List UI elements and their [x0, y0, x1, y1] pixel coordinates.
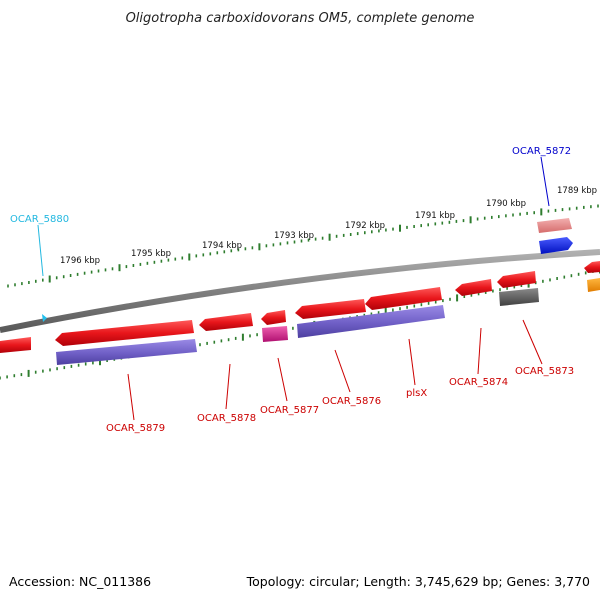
leader-ocar-5877: [277, 357, 288, 402]
genes-forward: [42, 218, 600, 322]
gene-ocar-5874[interactable]: [455, 279, 492, 296]
leader-ocar-5879: [127, 373, 135, 421]
genome-backbone: [0, 249, 600, 333]
genes-reverse: [0, 271, 539, 365]
gene-ocar-5877-cds[interactable]: [261, 310, 286, 325]
leader-ocar-5874: [477, 327, 482, 375]
gene-ocar-5879-cds[interactable]: [55, 320, 194, 346]
gene-orange[interactable]: [587, 278, 600, 292]
tick-label: 1790 kbp: [486, 199, 526, 209]
leader-ocar-5878: [225, 363, 231, 410]
gene-ocar-5876-cds[interactable]: [295, 299, 366, 319]
genome-summary-text: Topology: circular; Length: 3,745,629 bp…: [246, 574, 590, 589]
tick-label: 1792 kbp: [345, 221, 385, 231]
label-ocar-5880[interactable]: OCAR_5880: [10, 214, 69, 225]
gene-ocar-5878[interactable]: [199, 313, 253, 331]
leader-ocar-5873: [522, 319, 543, 365]
leader-ocar-5880: [37, 224, 44, 277]
gene-right-edge[interactable]: [584, 261, 600, 273]
tick-label: 1791 kbp: [415, 211, 455, 221]
gene-ocar-5872-blue[interactable]: [539, 237, 573, 254]
label-ocar-5873[interactable]: OCAR_5873: [515, 366, 574, 377]
gene-ocar-5872-pink[interactable]: [537, 218, 572, 233]
gene-ocar-5876[interactable]: [297, 305, 445, 338]
gene-left-edge[interactable]: [0, 337, 31, 353]
label-leaders: [37, 156, 550, 421]
tick-label: 1793 kbp: [274, 231, 314, 241]
gene-ocar-5873[interactable]: [499, 288, 539, 306]
label-ocar-5877[interactable]: OCAR_5877: [260, 405, 319, 416]
label-ocar-5878[interactable]: OCAR_5878: [197, 413, 256, 424]
gene-plsx-cds[interactable]: [365, 287, 442, 310]
tick-label: 1794 kbp: [202, 241, 242, 251]
accession-text: Accession: NC_011386: [9, 574, 151, 589]
leader-ocar-5876: [334, 349, 351, 393]
leader-plsx: [408, 338, 416, 386]
label-ocar-5872[interactable]: OCAR_5872: [512, 146, 571, 157]
leader-ocar-5872: [540, 156, 550, 207]
label-plsx[interactable]: plsX: [406, 388, 427, 399]
tick-label: 1789 kbp: [557, 186, 597, 196]
tick-labels: 1796 kbp 1795 kbp 1794 kbp 1793 kbp 1792…: [60, 186, 597, 266]
gene-ocar-5877[interactable]: [262, 326, 288, 342]
gene-ocar-5879[interactable]: [56, 339, 197, 365]
tick-label: 1796 kbp: [60, 256, 100, 266]
gene-ocar-5873-cds[interactable]: [497, 271, 536, 288]
label-ocar-5879[interactable]: OCAR_5879: [106, 423, 165, 434]
tick-label: 1795 kbp: [131, 249, 171, 259]
gene-ocar-5880[interactable]: [42, 314, 47, 322]
gene-labels: OCAR_5880 OCAR_5872 OCAR_5879 OCAR_5878 …: [10, 146, 574, 434]
map-title: Oligotropha carboxidovorans OM5, complet…: [126, 11, 475, 26]
label-ocar-5874[interactable]: OCAR_5874: [449, 377, 508, 388]
outer-tick-ring: [7, 204, 599, 288]
label-ocar-5876[interactable]: OCAR_5876: [322, 396, 381, 407]
